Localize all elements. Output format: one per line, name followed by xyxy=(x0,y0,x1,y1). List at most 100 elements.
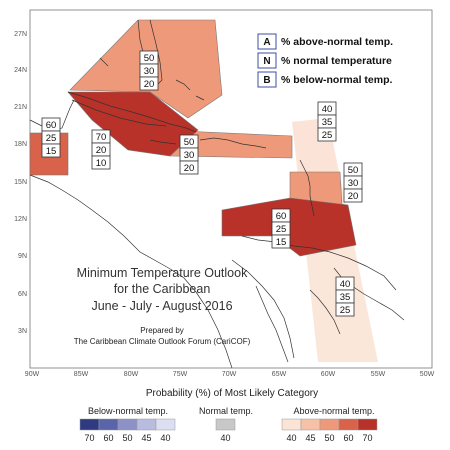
legend-swatch-above xyxy=(300,418,321,431)
probability-value-a: 50 xyxy=(184,137,195,148)
probability-cell xyxy=(41,143,61,158)
probability-value-b: 20 xyxy=(184,163,195,174)
key-text: % below-normal temp. xyxy=(281,74,393,86)
probability-box-eastern-caribbean: 50 30 20 xyxy=(343,162,363,203)
probability-value-b: 20 xyxy=(348,191,359,202)
legend-title: Probability (%) of Most Likely Category xyxy=(146,388,318,399)
probability-value-a: 50 xyxy=(348,165,359,176)
lon-label: 65W xyxy=(272,371,287,378)
legend-swatch-above xyxy=(338,418,359,431)
legend-swatch-below xyxy=(79,418,100,431)
probability-value-n: 30 xyxy=(144,66,155,77)
coastlines xyxy=(29,19,405,369)
probability-value-b: 15 xyxy=(46,146,57,157)
title-line-3: June - July - August 2016 xyxy=(91,299,232,313)
probability-box-southern-caribbean: 60 25 15 xyxy=(271,208,291,249)
probability-box-guianas: 40 35 25 xyxy=(335,276,355,317)
key-letter: A xyxy=(263,37,270,48)
lat-label: 27N xyxy=(14,31,27,38)
region-cuba xyxy=(67,91,199,157)
legend-color-bars: 70 60 50 45 40 40 40 45 50 60 70 xyxy=(79,418,378,443)
key-letter-box xyxy=(257,52,277,69)
key-letter: B xyxy=(263,75,270,86)
title-line-2: for the Caribbean xyxy=(114,282,211,296)
lat-label: 21N xyxy=(14,104,27,111)
lat-label: 12N xyxy=(14,216,27,223)
probability-cell xyxy=(317,127,337,142)
legend-tick-below: 40 xyxy=(160,433,170,443)
legend-tick-above: 70 xyxy=(362,433,372,443)
lat-label: 3N xyxy=(18,328,27,335)
legend-tick-above: 60 xyxy=(343,433,353,443)
lon-label: 80W xyxy=(124,371,139,378)
legend-swatch-below xyxy=(136,418,157,431)
lon-label: 90W xyxy=(25,371,40,378)
probability-value-n: 35 xyxy=(322,117,333,128)
probability-value-a: 60 xyxy=(276,211,287,222)
map-key: A N B % above-normal temp. % normal temp… xyxy=(257,33,393,88)
probability-box-belize: 60 25 15 xyxy=(41,117,61,158)
legend-tick-below: 70 xyxy=(84,433,94,443)
legend-swatch-below xyxy=(98,418,119,431)
key-text: % normal temperature xyxy=(281,55,392,67)
lon-label: 55W xyxy=(371,371,386,378)
legend-tick-below: 50 xyxy=(122,433,132,443)
legend-tick-below: 45 xyxy=(141,433,151,443)
key-letter-box xyxy=(257,33,277,50)
probability-box-cuba: 70 20 10 xyxy=(91,129,111,170)
legend-swatch-normal xyxy=(215,418,236,431)
legend-tick-above: 45 xyxy=(305,433,315,443)
probability-value-b: 15 xyxy=(276,237,287,248)
longitude-labels: 90W 85W 80W 75W 70W 65W 60W 55W 50W xyxy=(25,371,435,378)
legend-tick-normal: 40 xyxy=(220,433,230,443)
probability-value-b: 20 xyxy=(144,79,155,90)
latitude-labels: 27N 24N 21N 18N 15N 12N 9N 6N 3N xyxy=(14,31,27,335)
probability-box-northern-leewards: 40 35 25 xyxy=(317,101,337,142)
probability-box-greater-antilles: 50 30 20 xyxy=(179,134,199,175)
lon-label: 50W xyxy=(420,371,435,378)
legend-below-label: Below-normal temp. xyxy=(88,406,168,416)
probability-value-n: 25 xyxy=(276,224,287,235)
probability-value-n: 20 xyxy=(96,145,107,156)
legend-swatch-above xyxy=(281,418,302,431)
probability-value-n: 30 xyxy=(348,178,359,189)
prepared-by: Prepared by xyxy=(140,326,184,335)
map-title: Minimum Temperature Outlook for the Cari… xyxy=(74,266,251,346)
probability-box-bahamas: 50 30 20 xyxy=(139,50,159,91)
probability-boxes: 50 30 20 60 25 15 70 20 10 50 30 20 40 35 25 50 30 20 60 25… xyxy=(41,50,363,317)
lon-label: 60W xyxy=(321,371,336,378)
legend-swatch-below xyxy=(155,418,176,431)
probability-value-a: 40 xyxy=(340,279,351,290)
probability-cell xyxy=(335,302,355,317)
legend-tick-below: 60 xyxy=(103,433,113,443)
legend: Probability (%) of Most Likely Category … xyxy=(79,388,378,443)
lat-label: 9N xyxy=(18,253,27,260)
legend-above-label: Above-normal temp. xyxy=(293,406,374,416)
lat-label: 24N xyxy=(14,67,27,74)
organization: The Caribbean Climate Outlook Forum (Car… xyxy=(74,337,251,346)
title-line-1: Minimum Temperature Outlook xyxy=(77,266,248,280)
probability-value-a: 70 xyxy=(96,132,107,143)
legend-swatch-below xyxy=(117,418,138,431)
legend-tick-above: 40 xyxy=(286,433,296,443)
legend-tick-above: 50 xyxy=(324,433,334,443)
legend-swatch-above xyxy=(319,418,340,431)
probability-value-n: 25 xyxy=(46,133,57,144)
key-letter-box xyxy=(257,71,277,88)
probability-value-b: 25 xyxy=(340,305,351,316)
lat-label: 15N xyxy=(14,179,27,186)
legend-normal-label: Normal temp. xyxy=(199,406,253,416)
lon-label: 70W xyxy=(222,371,237,378)
probability-value-a: 50 xyxy=(144,53,155,64)
key-text: % above-normal temp. xyxy=(281,36,393,48)
probability-value-a: 40 xyxy=(322,104,333,115)
probability-cell xyxy=(139,76,159,91)
key-letter: N xyxy=(263,56,270,67)
probability-cell xyxy=(271,234,291,249)
probability-cell xyxy=(343,188,363,203)
probability-value-n: 30 xyxy=(184,150,195,161)
lat-label: 6N xyxy=(18,291,27,298)
lon-label: 85W xyxy=(74,371,89,378)
probability-value-n: 35 xyxy=(340,292,351,303)
lon-label: 75W xyxy=(173,371,188,378)
